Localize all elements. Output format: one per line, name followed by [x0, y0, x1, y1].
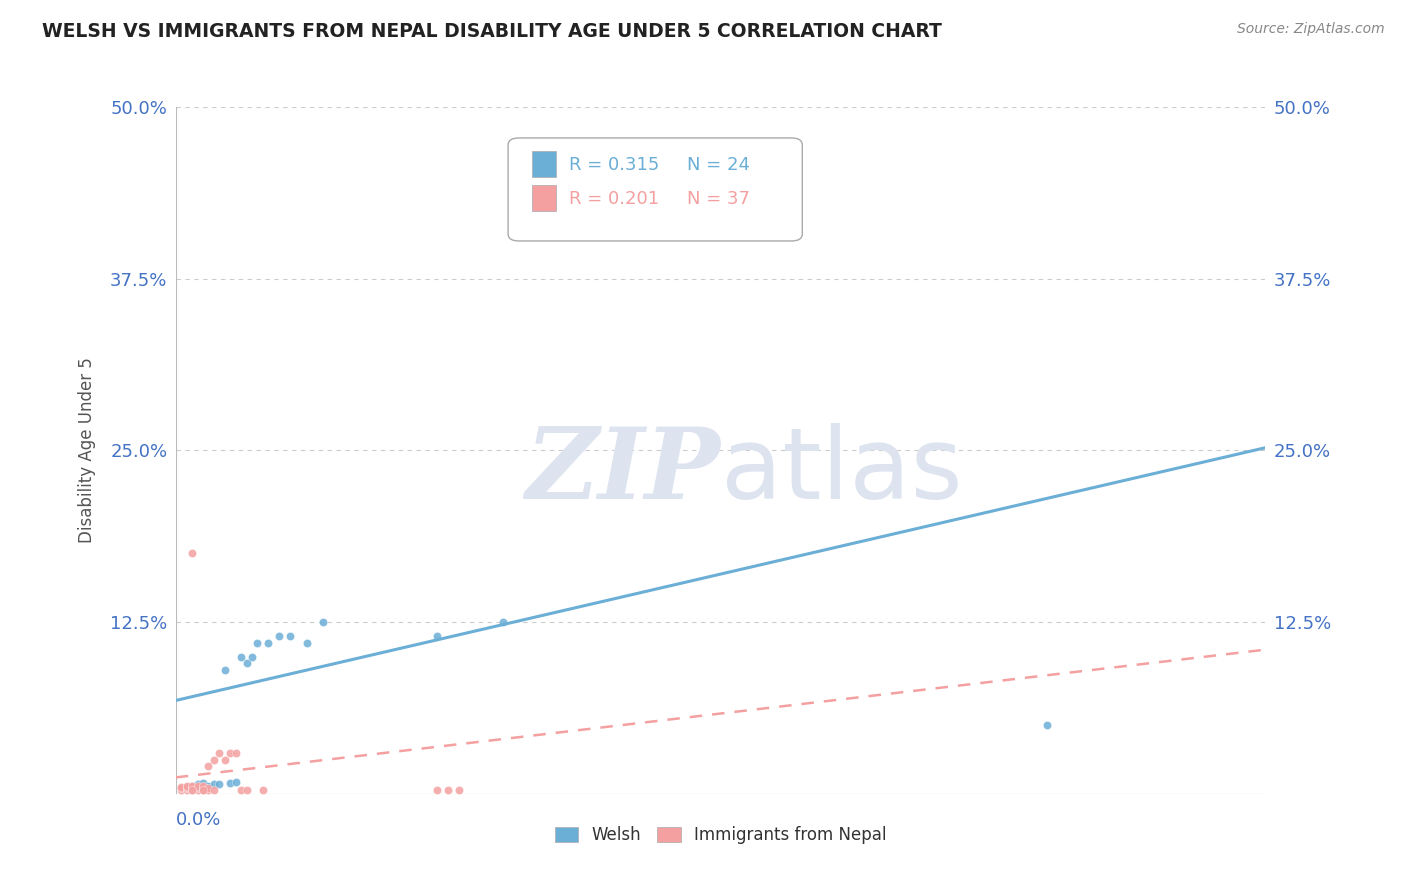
Legend: Welsh, Immigrants from Nepal: Welsh, Immigrants from Nepal — [548, 820, 893, 851]
Point — [186, 781, 209, 796]
Y-axis label: Disability Age Under 5: Disability Age Under 5 — [79, 358, 96, 543]
Point — [246, 636, 269, 650]
Point — [186, 780, 209, 794]
Point — [181, 546, 204, 561]
Text: ZIP: ZIP — [526, 423, 721, 519]
Point — [426, 782, 449, 797]
Point — [170, 781, 193, 796]
Point — [191, 780, 214, 794]
Point — [219, 776, 242, 790]
Point — [202, 782, 225, 797]
Point — [170, 782, 193, 797]
Point — [186, 780, 209, 794]
Point — [186, 779, 209, 793]
Point — [312, 615, 335, 630]
Point — [447, 782, 470, 797]
Point — [181, 779, 204, 793]
Text: 0.0%: 0.0% — [176, 811, 221, 829]
Point — [181, 779, 204, 793]
Point — [208, 746, 231, 760]
Point — [197, 779, 219, 793]
Point — [252, 782, 274, 797]
Point — [269, 629, 291, 643]
Point — [202, 777, 225, 791]
Text: R = 0.315: R = 0.315 — [569, 156, 659, 174]
Point — [197, 781, 219, 796]
Point — [181, 780, 204, 794]
Point — [197, 759, 219, 773]
Point — [278, 629, 301, 643]
Point — [225, 774, 247, 789]
Point — [231, 782, 253, 797]
Point — [191, 779, 214, 793]
Point — [295, 636, 318, 650]
Point — [426, 629, 449, 643]
Point — [181, 781, 204, 796]
Point — [437, 782, 460, 797]
Point — [181, 782, 204, 797]
Point — [1036, 718, 1059, 732]
Text: R = 0.201: R = 0.201 — [569, 190, 659, 208]
Text: N = 37: N = 37 — [686, 190, 749, 208]
Point — [225, 746, 247, 760]
Point — [191, 782, 214, 797]
Point — [492, 615, 515, 630]
Point — [176, 781, 198, 796]
Point — [219, 746, 242, 760]
Point — [191, 781, 214, 796]
Point — [170, 780, 193, 794]
Point — [214, 663, 236, 677]
Point — [191, 780, 214, 794]
Point — [191, 776, 214, 790]
FancyBboxPatch shape — [508, 138, 803, 241]
FancyBboxPatch shape — [531, 151, 555, 178]
Text: N = 24: N = 24 — [686, 156, 749, 174]
Point — [176, 780, 198, 794]
Point — [235, 657, 257, 671]
Text: Source: ZipAtlas.com: Source: ZipAtlas.com — [1237, 22, 1385, 37]
Text: atlas: atlas — [721, 423, 962, 519]
Point — [181, 782, 204, 797]
Point — [208, 777, 231, 791]
Point — [176, 780, 198, 794]
Point — [240, 649, 263, 664]
Point — [186, 782, 209, 797]
Point — [197, 782, 219, 797]
FancyBboxPatch shape — [531, 186, 555, 211]
Point — [231, 649, 253, 664]
Text: WELSH VS IMMIGRANTS FROM NEPAL DISABILITY AGE UNDER 5 CORRELATION CHART: WELSH VS IMMIGRANTS FROM NEPAL DISABILIT… — [42, 22, 942, 41]
Point — [191, 782, 214, 797]
Point — [235, 782, 257, 797]
Point — [176, 779, 198, 793]
Point — [202, 753, 225, 767]
Point — [257, 636, 280, 650]
Point — [214, 753, 236, 767]
Point — [186, 777, 209, 791]
Point — [176, 782, 198, 797]
